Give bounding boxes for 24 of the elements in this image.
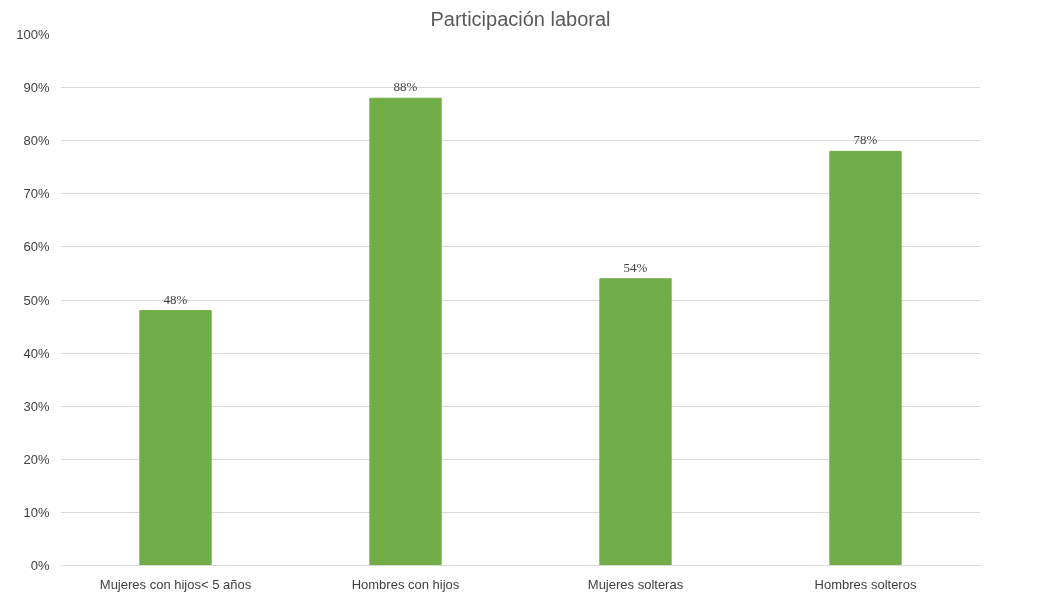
y-tick-label: 20% [23, 451, 50, 467]
bar [829, 150, 902, 566]
x-tick-label: Hombres con hijos [351, 576, 460, 592]
data-label: 54% [623, 259, 648, 275]
y-tick-label: 50% [23, 292, 50, 308]
y-tick-label: 90% [23, 80, 50, 96]
y-tick-label: 100% [16, 27, 50, 42]
data-label: 48% [163, 291, 188, 307]
chart-title: Participación laboral [430, 7, 611, 30]
x-tick-label: Mujeres solteras [587, 576, 684, 592]
bar [369, 97, 442, 566]
y-tick-label: 0% [30, 558, 50, 573]
y-tick-label: 70% [23, 186, 50, 202]
y-tick-label: 40% [23, 345, 50, 361]
x-tick-label: Mujeres con hijos< 5 años [99, 576, 252, 592]
y-tick-label: 30% [23, 398, 50, 414]
y-tick-label: 80% [23, 133, 50, 149]
bar [139, 310, 212, 566]
x-tick-label: Hombres solteros [814, 576, 917, 592]
bar [599, 278, 672, 566]
data-label: 78% [853, 132, 878, 148]
y-tick-label: 10% [23, 504, 50, 520]
y-tick-label: 60% [23, 239, 50, 255]
data-label: 88% [393, 79, 418, 95]
